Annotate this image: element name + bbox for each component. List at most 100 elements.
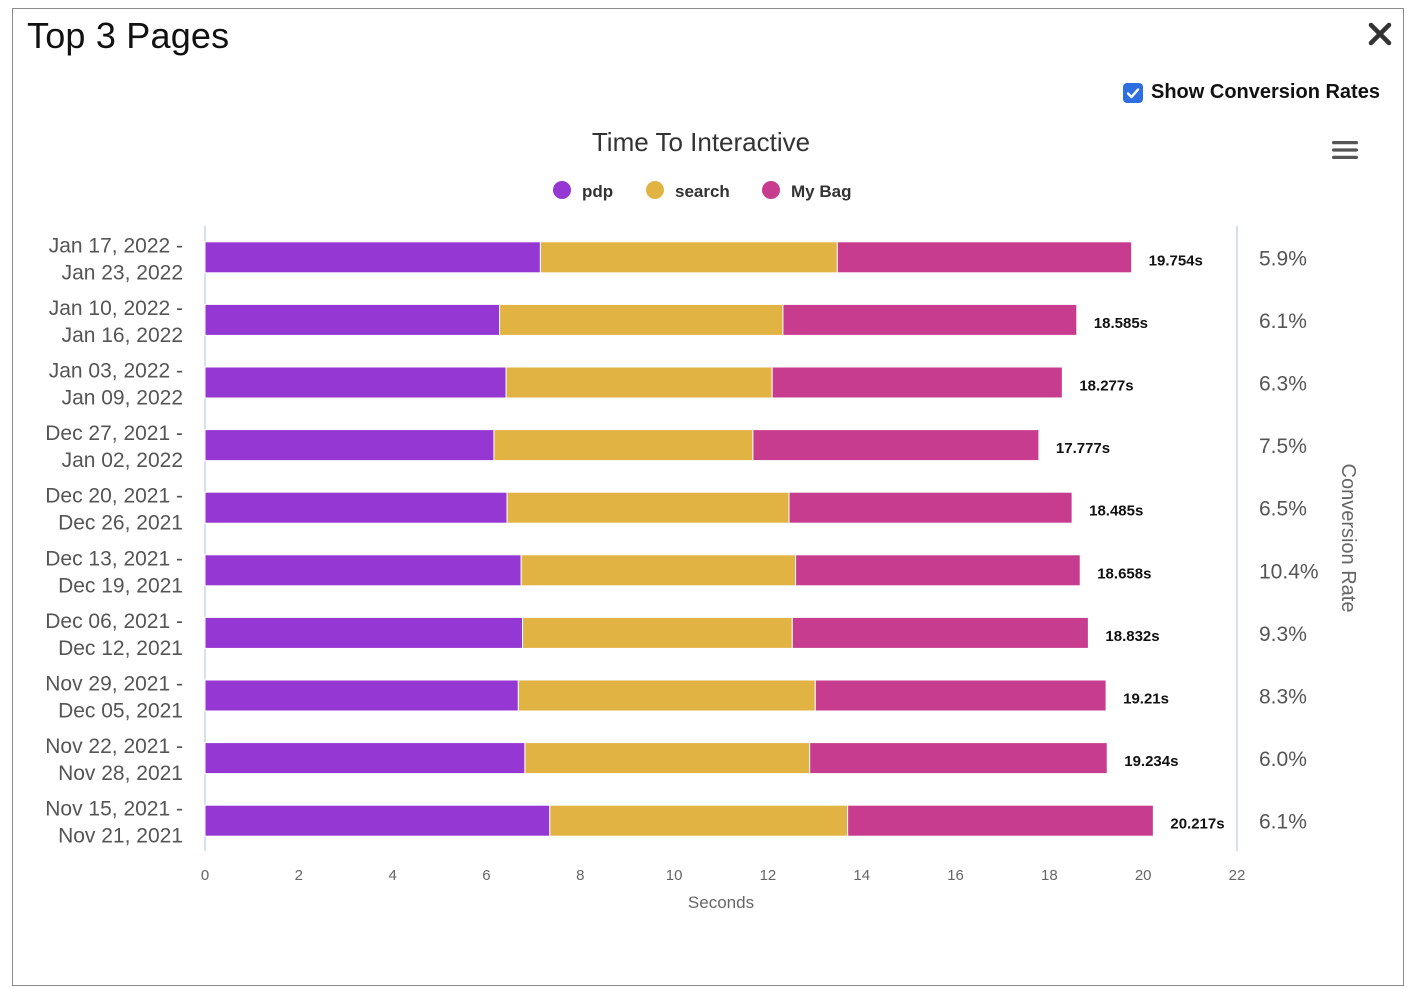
bar-pdp[interactable] bbox=[204, 804, 551, 837]
conversion-rate-label: 6.1% bbox=[1259, 310, 1307, 333]
category-label-end: Nov 21, 2021 bbox=[58, 825, 183, 848]
total-data-label: 18.658s bbox=[1097, 565, 1151, 582]
bar-pdp[interactable] bbox=[204, 429, 495, 462]
x-tick-label: 14 bbox=[853, 867, 870, 884]
legend-label-pdp[interactable]: pdp bbox=[582, 182, 613, 201]
conversion-rate-label: 5.9% bbox=[1259, 247, 1307, 270]
bar-my-bag[interactable] bbox=[809, 742, 1108, 775]
bar-pdp[interactable] bbox=[204, 742, 526, 775]
category-label-end: Jan 09, 2022 bbox=[62, 387, 183, 410]
legend-marker-search[interactable] bbox=[646, 181, 664, 199]
bar-search[interactable] bbox=[505, 366, 773, 399]
bar-search[interactable] bbox=[499, 303, 784, 336]
bar-search[interactable] bbox=[506, 491, 790, 524]
legend-label-search[interactable]: search bbox=[675, 182, 730, 201]
bar-pdp[interactable] bbox=[204, 679, 519, 712]
category-label-end: Jan 02, 2022 bbox=[62, 449, 183, 472]
bar-search[interactable] bbox=[549, 804, 849, 837]
x-tick-label: 12 bbox=[760, 867, 777, 884]
conversion-rate-label: 10.4% bbox=[1259, 560, 1319, 583]
x-tick-label: 2 bbox=[295, 867, 303, 884]
bar-my-bag[interactable] bbox=[847, 804, 1154, 837]
bar-pdp[interactable] bbox=[204, 241, 541, 274]
bar-my-bag[interactable] bbox=[752, 429, 1040, 462]
category-label-end: Jan 16, 2022 bbox=[62, 324, 183, 347]
x-tick-label: 22 bbox=[1229, 867, 1246, 884]
x-axis-label: Seconds bbox=[688, 893, 754, 912]
category-label-end: Dec 19, 2021 bbox=[58, 574, 183, 597]
bar-my-bag[interactable] bbox=[782, 303, 1078, 336]
chart-row: Jan 17, 2022 - Jan 23, 2022 19.754s 5.9% bbox=[49, 234, 1307, 284]
category-label-start: Nov 29, 2021 - bbox=[45, 673, 183, 696]
legend-marker-my-bag[interactable] bbox=[762, 181, 780, 199]
bar-pdp[interactable] bbox=[204, 303, 501, 336]
bar-my-bag[interactable] bbox=[814, 679, 1107, 712]
legend-marker-pdp[interactable] bbox=[553, 181, 571, 199]
dialog-title: Top 3 Pages bbox=[27, 15, 230, 56]
category-label-end: Dec 12, 2021 bbox=[58, 637, 183, 660]
chart-row: Nov 22, 2021 - Nov 28, 2021 19.234s 6.0% bbox=[45, 735, 1307, 785]
category-label-start: Jan 10, 2022 - bbox=[49, 297, 183, 320]
show-conversion-toggle[interactable]: Show Conversion Rates bbox=[1123, 81, 1380, 104]
bar-my-bag[interactable] bbox=[788, 491, 1073, 524]
bar-my-bag[interactable] bbox=[791, 616, 1089, 649]
bar-pdp[interactable] bbox=[204, 366, 507, 399]
chart-menu-button[interactable] bbox=[1331, 137, 1359, 163]
x-tick-label: 10 bbox=[666, 867, 683, 884]
bar-my-bag[interactable] bbox=[771, 366, 1063, 399]
total-data-label: 18.277s bbox=[1079, 378, 1133, 395]
total-data-label: 18.485s bbox=[1089, 503, 1143, 520]
bar-my-bag[interactable] bbox=[795, 554, 1081, 587]
x-tick-label: 4 bbox=[388, 867, 396, 884]
bar-search[interactable] bbox=[517, 679, 816, 712]
total-data-label: 18.585s bbox=[1094, 315, 1148, 332]
total-data-label: 18.832s bbox=[1105, 628, 1159, 645]
bar-search[interactable] bbox=[522, 616, 793, 649]
legend-label-my-bag[interactable]: My Bag bbox=[791, 182, 851, 201]
x-tick-label: 6 bbox=[482, 867, 490, 884]
chart-row: Jan 10, 2022 - Jan 16, 2022 18.585s 6.1% bbox=[49, 297, 1307, 347]
category-label-start: Dec 27, 2021 - bbox=[45, 422, 183, 445]
bar-pdp[interactable] bbox=[204, 554, 522, 587]
conversion-rate-label: 8.3% bbox=[1259, 686, 1307, 709]
chart-row: Jan 03, 2022 - Jan 09, 2022 18.277s 6.3% bbox=[49, 360, 1307, 410]
category-label-end: Dec 26, 2021 bbox=[58, 512, 183, 535]
checkmark-icon bbox=[1126, 87, 1140, 98]
bar-pdp[interactable] bbox=[204, 616, 524, 649]
bar-search[interactable] bbox=[493, 429, 754, 462]
bar-search[interactable] bbox=[524, 742, 811, 775]
category-label-start: Dec 06, 2021 - bbox=[45, 610, 183, 633]
chart-row: Dec 27, 2021 - Jan 02, 2022 17.777s 7.5% bbox=[45, 422, 1307, 472]
x-tick-label: 20 bbox=[1135, 867, 1152, 884]
total-data-label: 19.21s bbox=[1123, 691, 1169, 708]
show-conversion-checkbox[interactable] bbox=[1123, 82, 1143, 103]
total-data-label: 19.754s bbox=[1149, 252, 1203, 269]
x-tick-label: 8 bbox=[576, 867, 584, 884]
category-label-end: Jan 23, 2022 bbox=[62, 261, 183, 284]
bar-my-bag[interactable] bbox=[836, 241, 1133, 274]
bar-pdp[interactable] bbox=[204, 491, 508, 524]
conversion-rate-label: 6.5% bbox=[1259, 498, 1307, 521]
show-conversion-label: Show Conversion Rates bbox=[1151, 81, 1380, 103]
hamburger-menu-icon bbox=[1332, 141, 1358, 159]
close-button[interactable] bbox=[1365, 19, 1395, 49]
x-axis-ticks: 0 2 4 6 8 10 12 14 16 18 20 22 bbox=[201, 867, 1246, 884]
chart-title: Time To Interactive bbox=[592, 127, 810, 157]
category-label-start: Dec 20, 2021 - bbox=[45, 485, 183, 508]
x-tick-label: 16 bbox=[947, 867, 964, 884]
category-label-start: Nov 15, 2021 - bbox=[45, 798, 183, 821]
conversion-rate-label: 6.3% bbox=[1259, 373, 1307, 396]
conversion-rate-label: 6.1% bbox=[1259, 811, 1307, 834]
conversion-rate-label: 6.0% bbox=[1259, 748, 1307, 771]
total-data-label: 19.234s bbox=[1124, 753, 1178, 770]
chart-legend: pdp search My Bag bbox=[553, 181, 851, 201]
category-label-end: Nov 28, 2021 bbox=[58, 762, 183, 785]
bar-search[interactable] bbox=[539, 241, 838, 274]
category-label-start: Dec 13, 2021 - bbox=[45, 547, 183, 570]
bar-search[interactable] bbox=[520, 554, 797, 587]
conversion-rate-label: 9.3% bbox=[1259, 623, 1307, 646]
category-label-start: Jan 17, 2022 - bbox=[49, 234, 183, 257]
total-data-label: 20.217s bbox=[1170, 816, 1224, 833]
total-data-label: 17.777s bbox=[1056, 440, 1110, 457]
chart-row: Nov 15, 2021 - Nov 21, 2021 20.217s 6.1% bbox=[45, 798, 1307, 848]
